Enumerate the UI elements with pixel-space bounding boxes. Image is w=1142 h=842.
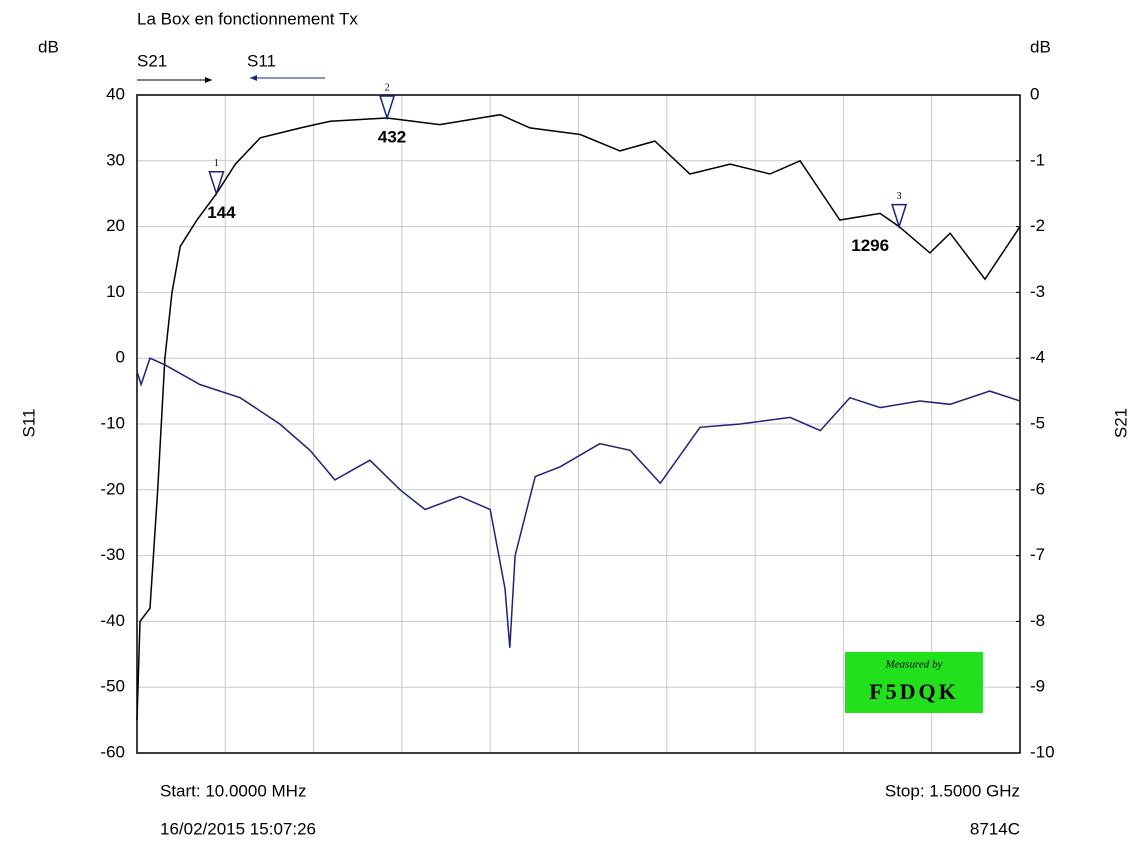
y-tick-label: -30 [100, 545, 125, 564]
y-tick-label: -20 [100, 479, 125, 498]
y-tick-label: 20 [106, 216, 125, 235]
plot-frame [136, 94, 1021, 754]
y-tick-label: 30 [106, 150, 125, 169]
y2-axis-label: S21 [1111, 408, 1130, 438]
y-tick-label: 0 [116, 348, 125, 367]
series-line [136, 113, 1021, 721]
instrument: 8714C [970, 819, 1020, 838]
y2-tick-label: -10 [1030, 742, 1055, 761]
marker-label: 144 [207, 203, 236, 222]
y-unit: dB [38, 37, 59, 56]
y-tick-label: -50 [100, 677, 125, 696]
badge-line: F5DQK [869, 679, 959, 704]
y2-tick-label: -3 [1030, 282, 1045, 301]
y2-tick-label: -1 [1030, 150, 1045, 169]
y2-unit: dB [1030, 37, 1051, 56]
legend-arrow-head [250, 75, 257, 81]
marker-label: 1296 [851, 236, 889, 255]
y2-tick-label: -7 [1030, 545, 1045, 564]
y-tick-label: 40 [106, 84, 125, 103]
start-label: Start: 10.0000 MHz [160, 781, 306, 800]
y-tick-label: 10 [106, 282, 125, 301]
y-tick-label: -60 [100, 742, 125, 761]
y-axis-label: S11 [19, 409, 38, 438]
series-line [136, 357, 1021, 648]
marker [379, 95, 396, 121]
y-tick-label: -10 [100, 413, 125, 432]
y-tick-label: -40 [100, 611, 125, 630]
marker [208, 170, 225, 197]
y2-tick-label: -5 [1030, 413, 1045, 432]
y2-tick-label: 0 [1030, 84, 1039, 103]
timestamp: 16/02/2015 15:07:26 [160, 819, 316, 838]
marker-number: 1 [214, 158, 219, 169]
marker [891, 203, 908, 230]
marker-label: 432 [378, 128, 406, 147]
y2-tick-label: -6 [1030, 479, 1045, 498]
y2-tick-label: -8 [1030, 611, 1045, 630]
badge-line: Measured by [885, 659, 943, 671]
y2-tick-label: -2 [1030, 216, 1045, 235]
y2-tick-label: -9 [1030, 677, 1045, 696]
legend-entry: S11 [247, 51, 276, 70]
marker-number: 3 [897, 191, 902, 202]
marker-number: 2 [385, 82, 390, 93]
legend-arrow-head [205, 77, 212, 83]
badge [845, 652, 983, 713]
y2-tick-label: -4 [1030, 348, 1045, 367]
legend-entry: S21 [137, 51, 167, 70]
chart-title: La Box en fonctionnement Tx [137, 9, 358, 28]
stop-label: Stop: 1.5000 GHz [885, 781, 1020, 800]
